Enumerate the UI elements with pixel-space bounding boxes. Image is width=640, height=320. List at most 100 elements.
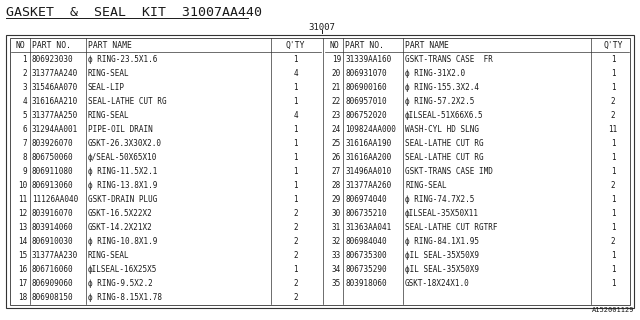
- Text: 6: 6: [22, 124, 27, 133]
- Text: NO: NO: [15, 41, 25, 50]
- Text: 14: 14: [18, 236, 27, 245]
- Text: ф RING-11.5X2.1: ф RING-11.5X2.1: [88, 166, 157, 175]
- Text: 28: 28: [332, 180, 341, 189]
- Text: 2: 2: [293, 236, 298, 245]
- Text: Q'TY: Q'TY: [285, 41, 305, 50]
- Text: 31377AA240: 31377AA240: [32, 68, 78, 77]
- Text: PIPE-OIL DRAIN: PIPE-OIL DRAIN: [88, 124, 153, 133]
- Text: фILSEAL-35X50X11: фILSEAL-35X50X11: [405, 209, 479, 218]
- Text: 27: 27: [332, 166, 341, 175]
- Text: SEAL-LATHE CUT RG: SEAL-LATHE CUT RG: [405, 153, 484, 162]
- Text: 806910030: 806910030: [32, 236, 74, 245]
- Text: RING-SEAL: RING-SEAL: [88, 110, 130, 119]
- Text: 2: 2: [611, 236, 615, 245]
- Text: SEAL-LATHE CUT RGTRF: SEAL-LATHE CUT RGTRF: [405, 222, 497, 231]
- Text: 9: 9: [22, 166, 27, 175]
- Text: 31616AA190: 31616AA190: [345, 139, 391, 148]
- Text: 17: 17: [18, 278, 27, 287]
- Text: ф RING-74.7X2.5: ф RING-74.7X2.5: [405, 195, 474, 204]
- Text: 31339AA160: 31339AA160: [345, 54, 391, 63]
- Text: 19: 19: [332, 54, 341, 63]
- Text: 7: 7: [22, 139, 27, 148]
- Text: 1: 1: [293, 139, 298, 148]
- Text: Q'TY: Q'TY: [604, 41, 623, 50]
- Text: RING-SEAL: RING-SEAL: [88, 68, 130, 77]
- Text: 33: 33: [332, 251, 341, 260]
- Text: 31: 31: [332, 222, 341, 231]
- Text: 11: 11: [609, 124, 618, 133]
- Text: 806909060: 806909060: [32, 278, 74, 287]
- Text: 1: 1: [22, 54, 27, 63]
- Text: 11126AA040: 11126AA040: [32, 195, 78, 204]
- Text: 34: 34: [332, 265, 341, 274]
- Text: GSKT-DRAIN PLUG: GSKT-DRAIN PLUG: [88, 195, 157, 204]
- Text: 1: 1: [293, 54, 298, 63]
- Text: ф RING-155.3X2.4: ф RING-155.3X2.4: [405, 83, 479, 92]
- Text: 806957010: 806957010: [345, 97, 387, 106]
- Text: 806974040: 806974040: [345, 195, 387, 204]
- Text: 30: 30: [332, 209, 341, 218]
- Text: 23: 23: [332, 110, 341, 119]
- Text: 31546AA070: 31546AA070: [32, 83, 78, 92]
- Text: 2: 2: [293, 209, 298, 218]
- Text: 1: 1: [611, 195, 615, 204]
- Text: 1: 1: [293, 166, 298, 175]
- Text: 1: 1: [611, 68, 615, 77]
- Text: 2: 2: [293, 278, 298, 287]
- Text: PART NAME: PART NAME: [405, 41, 449, 50]
- Text: 806735210: 806735210: [345, 209, 387, 218]
- Text: 806984040: 806984040: [345, 236, 387, 245]
- Text: 1: 1: [293, 265, 298, 274]
- Text: 806908150: 806908150: [32, 292, 74, 301]
- Text: фIL SEAL-35X50X9: фIL SEAL-35X50X9: [405, 265, 479, 274]
- Text: 806913060: 806913060: [32, 180, 74, 189]
- Text: 2: 2: [611, 97, 615, 106]
- Text: 1: 1: [611, 153, 615, 162]
- Text: 803918060: 803918060: [345, 278, 387, 287]
- Text: 4: 4: [22, 97, 27, 106]
- Bar: [10, 38, 630, 305]
- Text: фILSEAL-51X66X6.5: фILSEAL-51X66X6.5: [405, 110, 484, 119]
- Text: SEAL-LIP: SEAL-LIP: [88, 83, 125, 92]
- Text: 31616AA200: 31616AA200: [345, 153, 391, 162]
- Text: 25: 25: [332, 139, 341, 148]
- Text: 806752020: 806752020: [345, 110, 387, 119]
- Text: 31363AA041: 31363AA041: [345, 222, 391, 231]
- Text: ф RING-13.8X1.9: ф RING-13.8X1.9: [88, 180, 157, 189]
- Text: PART NO.: PART NO.: [32, 41, 71, 50]
- Text: A152001129: A152001129: [591, 307, 634, 313]
- Text: 31377AA250: 31377AA250: [32, 110, 78, 119]
- Text: 1: 1: [293, 97, 298, 106]
- Text: SEAL-LATHE CUT RG: SEAL-LATHE CUT RG: [88, 97, 166, 106]
- Text: 1: 1: [611, 166, 615, 175]
- Text: GSKT-TRANS CASE IMD: GSKT-TRANS CASE IMD: [405, 166, 493, 175]
- Text: 1: 1: [293, 83, 298, 92]
- Text: 806735300: 806735300: [345, 251, 387, 260]
- Text: 109824AA000: 109824AA000: [345, 124, 396, 133]
- Text: 11: 11: [18, 195, 27, 204]
- Text: 2: 2: [611, 110, 615, 119]
- Text: 22: 22: [332, 97, 341, 106]
- Text: GSKT-18X24X1.0: GSKT-18X24X1.0: [405, 278, 470, 287]
- Text: 806911080: 806911080: [32, 166, 74, 175]
- Text: 2: 2: [293, 222, 298, 231]
- Text: WASH-CYL HD SLNG: WASH-CYL HD SLNG: [405, 124, 479, 133]
- Text: 13: 13: [18, 222, 27, 231]
- Text: 1: 1: [611, 139, 615, 148]
- Text: 8: 8: [22, 153, 27, 162]
- Text: 803914060: 803914060: [32, 222, 74, 231]
- Bar: [6, 35, 634, 308]
- Text: GSKT-16.5X22X2: GSKT-16.5X22X2: [88, 209, 153, 218]
- Text: PART NAME: PART NAME: [88, 41, 132, 50]
- Text: 1: 1: [611, 83, 615, 92]
- Text: 29: 29: [332, 195, 341, 204]
- Text: 1: 1: [611, 54, 615, 63]
- Text: 16: 16: [18, 265, 27, 274]
- Text: 1: 1: [611, 222, 615, 231]
- Text: 32: 32: [332, 236, 341, 245]
- Text: 806735290: 806735290: [345, 265, 387, 274]
- Text: 12: 12: [18, 209, 27, 218]
- Text: ф RING-8.15X1.78: ф RING-8.15X1.78: [88, 292, 162, 301]
- Text: 1: 1: [293, 180, 298, 189]
- Text: фIL SEAL-35X50X9: фIL SEAL-35X50X9: [405, 251, 479, 260]
